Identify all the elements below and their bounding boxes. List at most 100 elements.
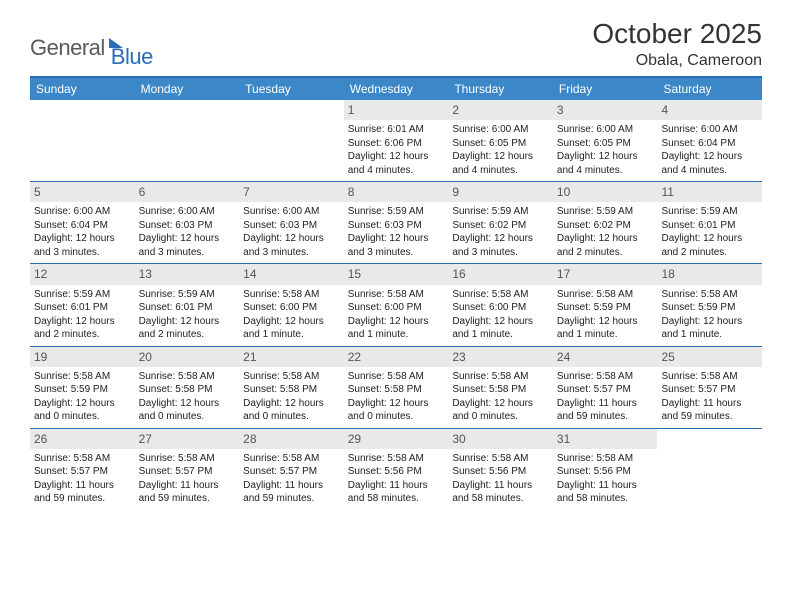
daylight-text: Daylight: 12 hours and 3 minutes. <box>243 232 340 259</box>
day-number: 11 <box>657 182 762 202</box>
sunset-text: Sunset: 5:58 PM <box>139 383 236 397</box>
sunset-text: Sunset: 5:56 PM <box>557 465 654 479</box>
day-cell: 25Sunrise: 5:58 AMSunset: 5:57 PMDayligh… <box>657 347 762 428</box>
sunset-text: Sunset: 6:04 PM <box>34 219 131 233</box>
day-cell-empty <box>135 100 240 181</box>
weekday-wednesday: Wednesday <box>344 78 449 100</box>
weekday-tuesday: Tuesday <box>239 78 344 100</box>
day-details: Sunrise: 5:58 AMSunset: 5:57 PMDaylight:… <box>239 449 344 510</box>
sunrise-text: Sunrise: 5:58 AM <box>557 370 654 384</box>
sunrise-text: Sunrise: 5:58 AM <box>34 452 131 466</box>
daylight-text: Daylight: 12 hours and 3 minutes. <box>348 232 445 259</box>
sunrise-text: Sunrise: 5:58 AM <box>139 370 236 384</box>
sunset-text: Sunset: 5:58 PM <box>452 383 549 397</box>
sunset-text: Sunset: 6:05 PM <box>557 137 654 151</box>
day-details: Sunrise: 5:59 AMSunset: 6:01 PMDaylight:… <box>657 202 762 263</box>
week-row: 1Sunrise: 6:01 AMSunset: 6:06 PMDaylight… <box>30 100 762 181</box>
sunrise-text: Sunrise: 6:00 AM <box>139 205 236 219</box>
sunset-text: Sunset: 6:03 PM <box>243 219 340 233</box>
day-number: 14 <box>239 264 344 284</box>
daylight-text: Daylight: 11 hours and 58 minutes. <box>452 479 549 506</box>
day-cell: 5Sunrise: 6:00 AMSunset: 6:04 PMDaylight… <box>30 182 135 263</box>
day-number: 4 <box>657 100 762 120</box>
sunrise-text: Sunrise: 5:58 AM <box>661 370 758 384</box>
sunset-text: Sunset: 5:56 PM <box>452 465 549 479</box>
day-details: Sunrise: 5:58 AMSunset: 5:56 PMDaylight:… <box>344 449 449 510</box>
week-row: 19 Sunrise: 5:58 AM Sunset: 5:59 PM Dayligh… <box>30 346 762 428</box>
sunset-text: Sunset: 6:03 PM <box>348 219 445 233</box>
day-number: 27 <box>135 429 240 449</box>
sunrise-text: Sunrise: 5:58 AM <box>243 288 340 302</box>
daylight-text: Daylight: 12 hours and 3 minutes. <box>139 232 236 259</box>
day-cell: 26Sunrise: 5:58 AMSunset: 5:57 PMDayligh… <box>30 429 135 510</box>
day-number: 28 <box>239 429 344 449</box>
weekday-thursday: Thursday <box>448 78 553 100</box>
sunrise-text: Sunrise: 5:59 AM <box>452 205 549 219</box>
day-cell: 31Sunrise: 5:58 AMSunset: 5:56 PMDayligh… <box>553 429 658 510</box>
day-number: 5 <box>30 182 135 202</box>
weekday-monday: Monday <box>135 78 240 100</box>
day-cell: 9Sunrise: 5:59 AMSunset: 6:02 PMDaylight… <box>448 182 553 263</box>
sunset-text: Sunset: 6:02 PM <box>557 219 654 233</box>
day-number: 21 <box>239 347 344 367</box>
sunrise-text: Sunrise: 5:59 AM <box>661 205 758 219</box>
day-details: Sunrise: 5:59 AMSunset: 6:01 PMDaylight:… <box>135 285 240 346</box>
sunrise-text: Sunrise: 5:59 AM <box>139 288 236 302</box>
sunset-text: Sunset: 5:57 PM <box>661 383 758 397</box>
sunset-text: Sunset: 6:00 PM <box>243 301 340 315</box>
day-cell: 19Sunrise: 5:58 AMSunset: 5:59 PMDayligh… <box>30 347 135 428</box>
month-title: October 2025 <box>592 18 762 50</box>
sunrise-text: Sunrise: 5:59 AM <box>34 288 131 302</box>
day-number: 31 <box>553 429 658 449</box>
day-number: 18 <box>657 264 762 284</box>
sunset-text: Sunset: 5:59 PM <box>34 383 131 397</box>
daylight-text: Daylight: 12 hours and 2 minutes. <box>139 315 236 342</box>
day-details: Sunrise: 5:59 AMSunset: 6:02 PMDaylight:… <box>553 202 658 263</box>
day-number: 1 <box>344 100 449 120</box>
daylight-text: Daylight: 12 hours and 2 minutes. <box>557 232 654 259</box>
day-cell: 8Sunrise: 5:59 AMSunset: 6:03 PMDaylight… <box>344 182 449 263</box>
day-cell: 24Sunrise: 5:58 AMSunset: 5:57 PMDayligh… <box>553 347 658 428</box>
daylight-text: Daylight: 11 hours and 59 minutes. <box>661 397 758 424</box>
day-number: 9 <box>448 182 553 202</box>
day-number: 2 <box>448 100 553 120</box>
sunrise-text: Sunrise: 5:58 AM <box>661 288 758 302</box>
day-details: Sunrise: 5:58 AMSunset: 5:57 PMDaylight:… <box>30 449 135 510</box>
day-details: Sunrise: 5:58 AMSunset: 5:57 PMDaylight:… <box>657 367 762 428</box>
sunrise-text: Sunrise: 6:00 AM <box>243 205 340 219</box>
daylight-text: Daylight: 12 hours and 1 minute. <box>557 315 654 342</box>
day-number: 16 <box>448 264 553 284</box>
day-number: 17 <box>553 264 658 284</box>
day-cell: 22Sunrise: 5:58 AMSunset: 5:58 PMDayligh… <box>344 347 449 428</box>
day-number: 19 <box>30 347 135 367</box>
day-cell: 16Sunrise: 5:58 AMSunset: 6:00 PMDayligh… <box>448 264 553 345</box>
daylight-text: Daylight: 12 hours and 0 minutes. <box>243 397 340 424</box>
day-cell: 27Sunrise: 5:58 AMSunset: 5:57 PMDayligh… <box>135 429 240 510</box>
day-cell: 20Sunrise: 5:58 AMSunset: 5:58 PMDayligh… <box>135 347 240 428</box>
day-number: 6 <box>135 182 240 202</box>
sunset-text: Sunset: 6:06 PM <box>348 137 445 151</box>
weekday-saturday: Saturday <box>657 78 762 100</box>
daylight-text: Daylight: 11 hours and 59 minutes. <box>139 479 236 506</box>
sunrise-text: Sunrise: 5:58 AM <box>557 452 654 466</box>
weeks-container: 1Sunrise: 6:01 AMSunset: 6:06 PMDaylight… <box>30 100 762 510</box>
day-details: Sunrise: 6:00 AMSunset: 6:05 PMDaylight:… <box>553 120 658 181</box>
sunset-text: Sunset: 6:00 PM <box>452 301 549 315</box>
day-number: 15 <box>344 264 449 284</box>
weekday-friday: Friday <box>553 78 658 100</box>
day-details: Sunrise: 6:00 AMSunset: 6:03 PMDaylight:… <box>135 202 240 263</box>
day-cell-empty <box>239 100 344 181</box>
day-details: Sunrise: 5:58 AMSunset: 5:59 PMDaylight:… <box>553 285 658 346</box>
logo-text-blue: Blue <box>111 44 153 70</box>
daylight-text: Daylight: 12 hours and 4 minutes. <box>661 150 758 177</box>
day-details: Sunrise: 6:00 AMSunset: 6:03 PMDaylight:… <box>239 202 344 263</box>
day-details: Sunrise: 5:59 AMSunset: 6:02 PMDaylight:… <box>448 202 553 263</box>
day-cell: 15Sunrise: 5:58 AMSunset: 6:00 PMDayligh… <box>344 264 449 345</box>
sunrise-text: Sunrise: 5:58 AM <box>348 370 445 384</box>
day-cell: 1Sunrise: 6:01 AMSunset: 6:06 PMDaylight… <box>344 100 449 181</box>
sunset-text: Sunset: 6:05 PM <box>452 137 549 151</box>
daylight-text: Daylight: 12 hours and 0 minutes. <box>139 397 236 424</box>
sunrise-text: Sunrise: 5:58 AM <box>243 452 340 466</box>
daylight-text: Daylight: 11 hours and 59 minutes. <box>557 397 654 424</box>
day-cell: 13Sunrise: 5:59 AMSunset: 6:01 PMDayligh… <box>135 264 240 345</box>
